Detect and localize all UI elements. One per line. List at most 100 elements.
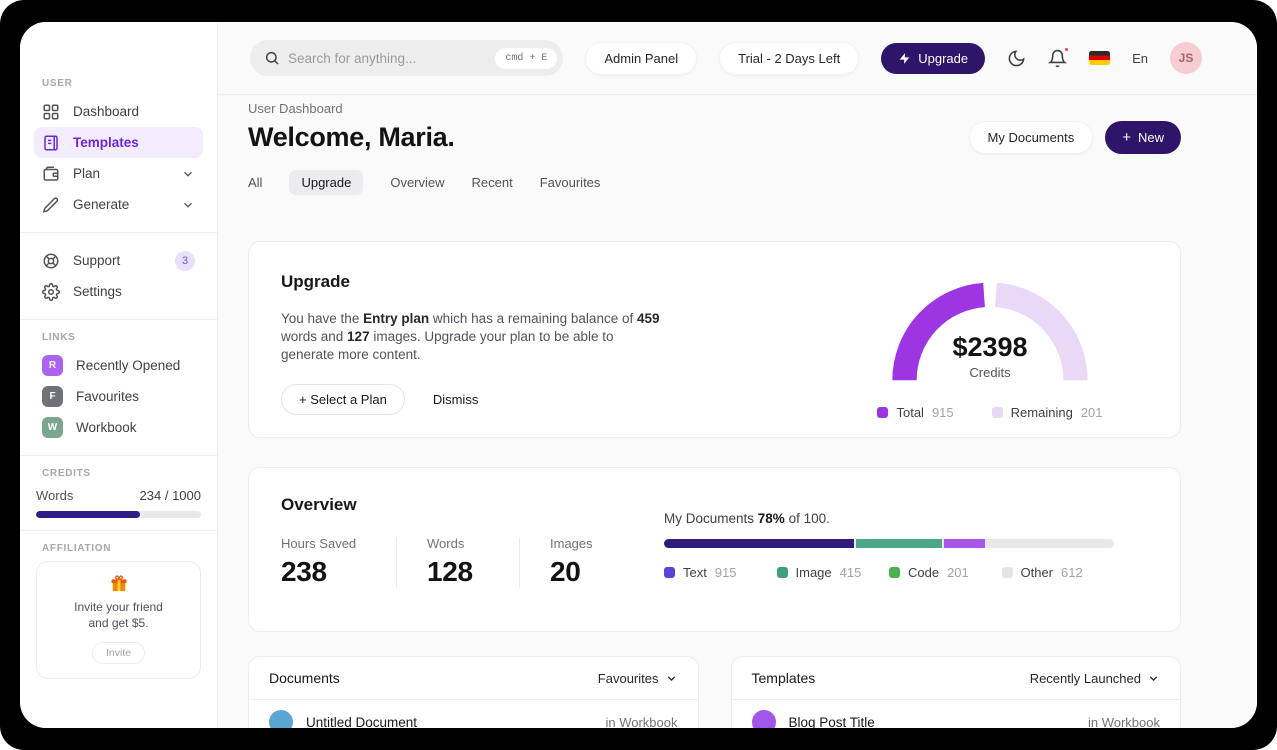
gauge-arc-total (892, 282, 986, 381)
templates-icon (42, 134, 60, 152)
gauge-legend: Total 915 Remaining 201 (870, 405, 1110, 420)
user-avatar[interactable]: JS (1170, 42, 1202, 74)
credits-type-label: Words (36, 488, 74, 503)
topbar: cmd + E Admin Panel Trial - 2 Days Left … (218, 22, 1257, 95)
chevron-down-icon (181, 198, 195, 212)
templates-filter-dropdown[interactable]: Recently Launched (1030, 671, 1160, 686)
sidebar-section-credits: CREDITS (42, 468, 91, 479)
legend-item-text: Text 915 (664, 565, 777, 580)
select-plan-button[interactable]: + Select a Plan (281, 384, 405, 416)
sidebar-link-recently-opened[interactable]: R Recently Opened (34, 350, 203, 381)
legend-swatch (776, 567, 788, 578)
link-initial-badge: F (42, 386, 63, 407)
sidebar-item-generate[interactable]: Generate (34, 189, 203, 220)
dismiss-button[interactable]: Dismiss (432, 392, 479, 408)
document-location: in Workbook (605, 714, 678, 729)
sidebar-item-dashboard[interactable]: Dashboard (34, 96, 203, 127)
tab-recent[interactable]: Recent (471, 175, 513, 190)
document-row[interactable]: Untitled Document in Workbook (249, 700, 698, 728)
template-row[interactable]: Blog Post Title in Workbook (732, 700, 1181, 728)
stacked-bar-legend: Text 915 Image 415 Code 201 (664, 565, 1114, 580)
sidebar-item-plan[interactable]: Plan (34, 158, 203, 189)
tab-upgrade[interactable]: Upgrade (289, 170, 364, 195)
legend-item-remaining: Remaining 201 (991, 405, 1103, 420)
sidebar-item-templates[interactable]: Templates (34, 127, 203, 158)
stacked-bar (664, 539, 1114, 548)
sidebar-divider (20, 232, 217, 233)
notifications-bell-icon[interactable] (1048, 45, 1071, 68)
legend-swatch (889, 567, 900, 578)
documents-card-title: Documents (269, 670, 340, 686)
gauge-center-label: Credits (969, 365, 1011, 380)
chevron-down-icon (181, 167, 195, 181)
content: User Dashboard Welcome, Maria. My Docume… (218, 95, 1257, 728)
documents-card: Documents Favourites Untitled Document i… (248, 656, 699, 728)
bolt-icon (898, 52, 911, 65)
link-label: Favourites (76, 389, 140, 404)
documents-filter-dropdown[interactable]: Favourites (598, 671, 678, 686)
app-window: USER Dashboard Templates Plan (20, 22, 1257, 728)
tab-overview[interactable]: Overview (390, 175, 445, 190)
new-button-label: New (1137, 130, 1164, 145)
stacked-bar-title: My Documents 78% of 100. (664, 511, 830, 526)
sidebar-divider (20, 455, 217, 456)
legend-item-code: Code 201 (889, 565, 1002, 580)
stat-divider (519, 538, 520, 588)
chevron-down-icon (667, 675, 675, 681)
sidebar-link-workbook[interactable]: W Workbook (34, 412, 203, 443)
legend-item-other: Other 612 (1001, 565, 1115, 580)
tab-all[interactable]: All (248, 175, 263, 190)
sidebar-item-label: Dashboard (73, 104, 140, 119)
upgrade-card-text: You have the Entry plan which has a rema… (281, 311, 660, 362)
new-button[interactable]: + New (1105, 121, 1181, 154)
legend-swatch (991, 407, 1003, 418)
sidebar-item-support[interactable]: Support 3 (34, 245, 203, 276)
legend-item-image: Image 415 (776, 565, 890, 580)
bar-segment-text (664, 539, 854, 548)
bar-segment-code (943, 539, 986, 548)
link-label: Recently Opened (76, 358, 181, 373)
language-label[interactable]: En (1132, 50, 1148, 66)
wallet-icon (42, 165, 60, 183)
tabs: All Upgrade Overview Recent Favourites (248, 170, 1181, 195)
lifebuoy-icon (42, 252, 60, 270)
documents-stacked-bar-chart: My Documents 78% of 100. Text 915 Image … (664, 495, 1114, 604)
search-icon (264, 50, 280, 66)
search-shortcut-badge: cmd + E (495, 47, 558, 69)
templates-card-title: Templates (751, 670, 816, 686)
sidebar-divider (20, 319, 217, 320)
upgrade-button[interactable]: Upgrade (881, 42, 986, 74)
overview-stats: Hours Saved 238 Words 128 Images 20 (281, 536, 593, 588)
pencil-icon (42, 196, 60, 214)
dark-mode-toggle[interactable] (1007, 49, 1026, 68)
sidebar-section-user: USER (42, 78, 73, 89)
grid-icon (42, 103, 60, 121)
admin-panel-button[interactable]: Admin Panel (585, 41, 698, 75)
document-title: Untitled Document (306, 714, 418, 729)
template-location: in Workbook (1087, 714, 1160, 729)
sidebar-section-links: LINKS (42, 332, 76, 343)
support-count-badge: 3 (175, 250, 195, 271)
bar-segment-image (855, 539, 942, 548)
trial-badge[interactable]: Trial - 2 Days Left (719, 41, 860, 75)
legend-swatch (664, 567, 675, 578)
credits-gauge-chart: $2398 Credits Total 915 Remaining (870, 272, 1110, 420)
link-initial-badge: R (42, 355, 63, 376)
search-bar[interactable]: cmd + E (250, 40, 564, 76)
invite-button[interactable]: Invite (91, 641, 146, 664)
search-input[interactable] (288, 50, 488, 66)
bar-segment-other (987, 539, 1114, 548)
link-label: Workbook (76, 420, 137, 435)
tab-favourites[interactable]: Favourites (539, 175, 601, 190)
plus-icon: + (1122, 129, 1131, 146)
gauge-svg (892, 282, 1088, 381)
sidebar-item-settings[interactable]: Settings (34, 276, 203, 307)
sidebar-link-favourites[interactable]: F Favourites (34, 381, 203, 412)
sidebar-item-label: Templates (73, 135, 139, 150)
sidebar-item-label: Settings (73, 284, 122, 299)
language-flag-icon[interactable] (1089, 51, 1111, 65)
gauge-arc-remaining (994, 282, 1088, 381)
my-documents-button[interactable]: My Documents (968, 121, 1094, 154)
affiliation-card: Invite your friend and get $5. Invite (36, 561, 201, 679)
